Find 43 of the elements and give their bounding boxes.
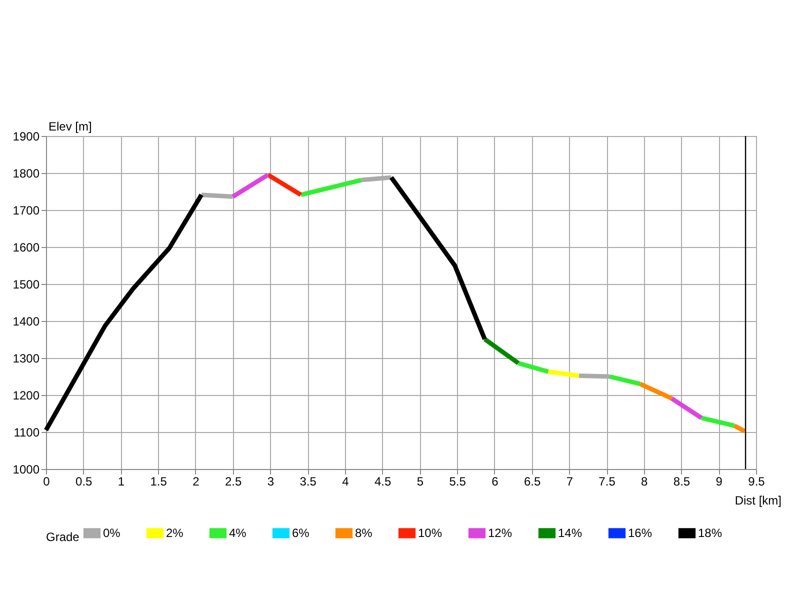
x-tick-label: 0 <box>43 474 50 488</box>
x-tick-label: 5.5 <box>449 474 466 488</box>
x-tick-label: 3 <box>267 474 274 488</box>
legend-label: 16% <box>628 526 652 540</box>
x-tick-label: 9.5 <box>748 474 766 488</box>
x-tick-label: 1.5 <box>150 474 168 488</box>
x-tick-label: 9 <box>716 474 723 488</box>
y-tick-label: 1200 <box>12 388 40 402</box>
x-tick-label: 2 <box>192 474 200 488</box>
y-tick-label: 1800 <box>12 166 40 180</box>
legend-label: 12% <box>488 526 512 540</box>
y-axis-title: Elev [m] <box>48 120 92 134</box>
legend-label: 14% <box>558 526 582 540</box>
y-tick-label: 1100 <box>14 426 40 440</box>
x-tick-label: 3.5 <box>300 474 317 488</box>
x-tick-label: 8 <box>641 474 648 488</box>
y-tick-label: 1600 <box>12 240 40 254</box>
x-tick-label: 7 <box>566 474 574 488</box>
legend-label: 18% <box>698 526 722 540</box>
x-tick-label: 4.5 <box>374 474 392 488</box>
x-tick-label: 7.5 <box>598 474 616 488</box>
x-tick-label: 5 <box>416 474 424 488</box>
legend-label: 6% <box>292 526 310 540</box>
legend-label: 8% <box>355 526 373 540</box>
legend-label: 0% <box>103 526 121 540</box>
x-tick-label: 6.5 <box>524 474 541 488</box>
legend-label: 2% <box>166 526 184 540</box>
y-tick-label: 1900 <box>12 130 40 144</box>
legend-label: 10% <box>418 526 442 540</box>
x-tick-label: 2.5 <box>225 474 242 488</box>
y-tick-label: 1700 <box>12 204 40 218</box>
legend-label: 4% <box>229 526 247 540</box>
y-tick-label: 1500 <box>12 278 40 292</box>
y-tick-label: 1400 <box>12 314 40 328</box>
x-tick-label: 4 <box>342 474 350 488</box>
x-tick-label: 1 <box>118 474 125 488</box>
x-axis-title: Dist [km] <box>734 494 782 508</box>
x-tick-label: 0.5 <box>76 474 93 488</box>
y-tick-label: 1000 <box>12 462 40 476</box>
legend-title: Grade <box>46 530 80 544</box>
x-tick-label: 6 <box>492 474 499 488</box>
y-tick-label: 1300 <box>12 352 40 366</box>
x-tick-label: 8.5 <box>673 474 690 488</box>
